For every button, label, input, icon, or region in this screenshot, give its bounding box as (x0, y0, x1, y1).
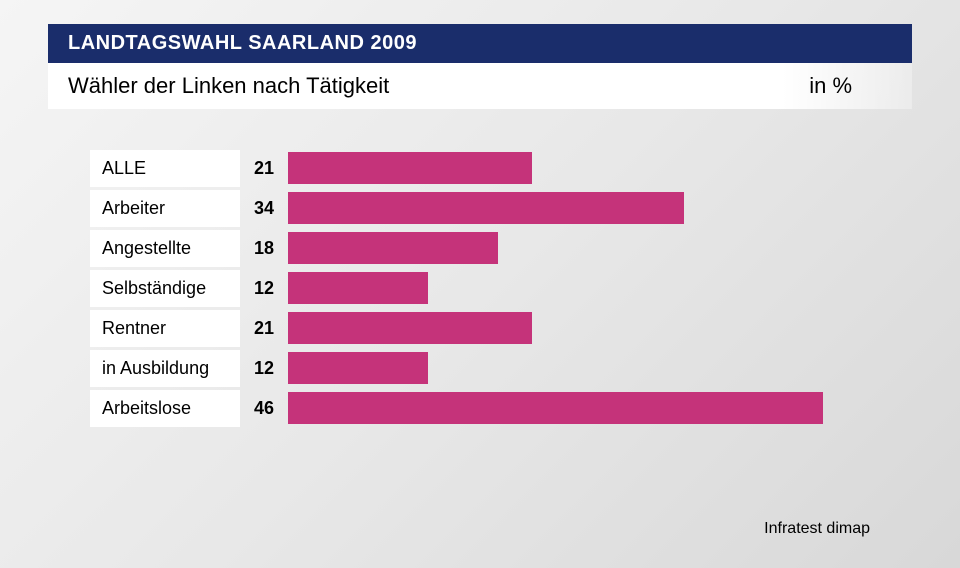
source-attribution: Infratest dimap (764, 520, 870, 538)
bar-container (288, 352, 870, 384)
chart-row: Arbeiter34 (90, 189, 870, 227)
bar (288, 392, 823, 424)
chart-row-label: Rentner (90, 310, 240, 347)
chart-row-label: Arbeiter (90, 190, 240, 227)
chart-row: Arbeitslose46 (90, 389, 870, 427)
bar-container (288, 392, 870, 424)
chart-row-value: 21 (240, 318, 288, 339)
bar (288, 192, 684, 224)
chart-row: Angestellte18 (90, 229, 870, 267)
chart-row-label: ALLE (90, 150, 240, 187)
bar (288, 352, 428, 384)
chart-area: ALLE21Arbeiter34Angestellte18Selbständig… (90, 149, 870, 427)
chart-row-label: Selbständige (90, 270, 240, 307)
chart-row-value: 18 (240, 238, 288, 259)
subtitle-text: Wähler der Linken nach Tätigkeit (68, 73, 389, 99)
bar-container (288, 272, 870, 304)
bar-container (288, 192, 870, 224)
chart-row: Selbständige12 (90, 269, 870, 307)
bar (288, 272, 428, 304)
header-title: LANDTAGSWAHL SAARLAND 2009 (68, 32, 417, 54)
chart-row: ALLE21 (90, 149, 870, 187)
chart-row-value: 21 (240, 158, 288, 179)
chart-row-label: Angestellte (90, 230, 240, 267)
chart-row-value: 12 (240, 278, 288, 299)
chart-row-value: 12 (240, 358, 288, 379)
chart-row-label: in Ausbildung (90, 350, 240, 387)
bar (288, 152, 532, 184)
chart-row: in Ausbildung12 (90, 349, 870, 387)
bar (288, 312, 532, 344)
chart-row-value: 34 (240, 198, 288, 219)
chart-row-value: 46 (240, 398, 288, 419)
bar-container (288, 152, 870, 184)
bar-container (288, 312, 870, 344)
header-title-bar: LANDTAGSWAHL SAARLAND 2009 (48, 24, 912, 63)
chart-row: Rentner21 (90, 309, 870, 347)
chart-row-label: Arbeitslose (90, 390, 240, 427)
subtitle-bar: Wähler der Linken nach Tätigkeit in % (48, 63, 912, 109)
unit-label: in % (809, 73, 852, 99)
bar-container (288, 232, 870, 264)
bar (288, 232, 498, 264)
